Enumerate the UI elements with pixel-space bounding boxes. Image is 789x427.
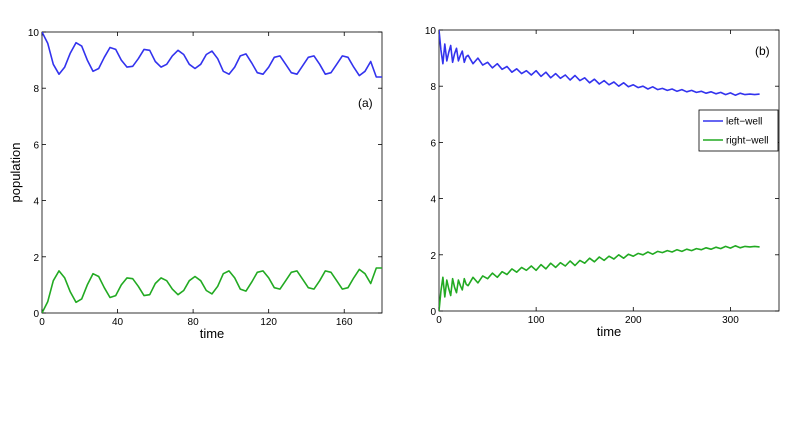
y-tick-label: 8 (33, 84, 39, 95)
y-tick-label: 4 (430, 195, 436, 206)
y-tick-label: 6 (430, 138, 436, 149)
legend: left−well right−well (698, 109, 779, 152)
x-tick-label: 100 (528, 315, 545, 326)
y-tick-label: 10 (425, 26, 437, 37)
y-tick-label: 0 (430, 307, 436, 318)
x-tick-label: 160 (336, 317, 353, 328)
y-axis-label: population (8, 143, 23, 203)
chart-panel-a: 0 40 80 120 160 0 2 4 6 8 10 time population (a) (8, 28, 383, 341)
x-tick-label: 200 (625, 315, 642, 326)
x-axis-label: time (597, 324, 622, 339)
x-axis-label: time (200, 326, 225, 341)
y-tick-label: 10 (28, 28, 40, 39)
series-line-0 (439, 30, 760, 96)
plot-frame (41, 31, 383, 314)
y-tick-label: 2 (33, 253, 39, 264)
chart-panel-b: 0 100 200 300 0 2 4 6 8 10 time (b) left−well right−w… (425, 26, 780, 339)
y-tick-label: 0 (33, 309, 39, 320)
y-tick-label: 2 (430, 251, 436, 262)
y-tick-label: 4 (33, 197, 39, 208)
panel-label: (b) (755, 44, 770, 58)
series-line-1 (42, 267, 382, 313)
legend-entry: right−well (726, 136, 769, 147)
x-tick-label: 40 (112, 317, 124, 328)
y-tick-label: 6 (33, 140, 39, 151)
x-tick-label: 0 (436, 315, 442, 326)
legend-entry: left−well (726, 117, 762, 128)
series-line-0 (42, 32, 382, 78)
plot-frame (438, 29, 780, 312)
series-line-1 (439, 245, 760, 311)
x-tick-label: 80 (188, 317, 200, 328)
legend-box (698, 109, 779, 152)
y-tick-label: 8 (430, 82, 436, 93)
x-tick-label: 120 (260, 317, 277, 328)
panel-label: (a) (358, 96, 373, 110)
x-tick-label: 0 (39, 317, 45, 328)
x-tick-label: 300 (722, 315, 739, 326)
